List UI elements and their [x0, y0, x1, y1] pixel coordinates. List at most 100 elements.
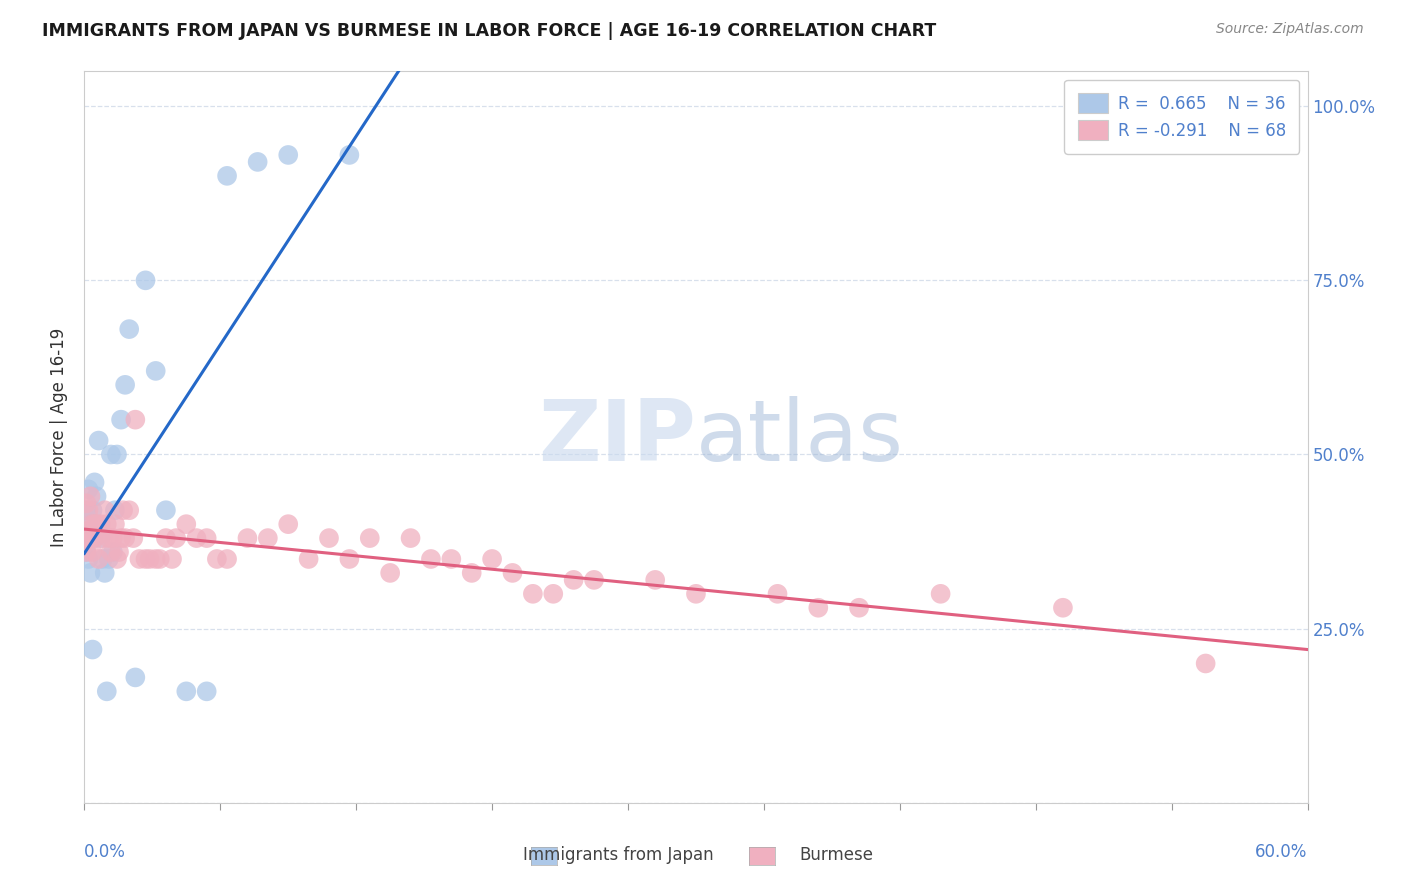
Point	[155, 531, 177, 545]
Point	[685, 587, 707, 601]
Point	[75, 545, 97, 559]
Point	[114, 377, 136, 392]
Point	[90, 531, 112, 545]
Point	[79, 531, 101, 545]
Point	[97, 552, 120, 566]
Point	[86, 517, 108, 532]
Point	[440, 552, 463, 566]
Point	[359, 531, 381, 545]
Point	[124, 412, 146, 426]
Text: Source: ZipAtlas.com: Source: ZipAtlas.com	[1216, 22, 1364, 37]
Point	[122, 531, 145, 545]
Point	[145, 552, 167, 566]
Point	[79, 489, 101, 503]
Point	[848, 600, 870, 615]
Point	[135, 273, 157, 287]
Point	[195, 684, 218, 698]
Y-axis label: In Labor Force | Age 16-19: In Labor Force | Age 16-19	[51, 327, 69, 547]
Point	[87, 552, 110, 566]
Text: 0.0%: 0.0%	[84, 843, 127, 861]
Point	[543, 587, 565, 601]
Point	[77, 503, 100, 517]
Point	[562, 573, 585, 587]
Point	[195, 531, 218, 545]
Point	[83, 531, 105, 545]
Point	[165, 531, 187, 545]
Point	[420, 552, 443, 566]
Point	[149, 552, 172, 566]
Point	[83, 475, 105, 490]
Point	[93, 503, 117, 517]
Point	[108, 545, 131, 559]
Text: Burmese: Burmese	[800, 846, 873, 863]
Point	[318, 531, 340, 545]
Legend: R =  0.665    N = 36, R = -0.291    N = 68: R = 0.665 N = 36, R = -0.291 N = 68	[1064, 79, 1299, 153]
Text: atlas: atlas	[696, 395, 904, 479]
Point	[75, 524, 97, 538]
Point	[236, 531, 259, 545]
Point	[83, 531, 105, 545]
Point	[481, 552, 503, 566]
Point	[277, 148, 299, 162]
Point	[277, 517, 299, 532]
Point	[145, 364, 167, 378]
Point	[104, 517, 127, 532]
Text: IMMIGRANTS FROM JAPAN VS BURMESE IN LABOR FORCE | AGE 16-19 CORRELATION CHART: IMMIGRANTS FROM JAPAN VS BURMESE IN LABO…	[42, 22, 936, 40]
Point	[176, 517, 198, 532]
Point	[101, 545, 124, 559]
Point	[118, 322, 141, 336]
Point	[246, 155, 269, 169]
Point	[118, 503, 141, 517]
Point	[110, 412, 132, 426]
Point	[82, 503, 104, 517]
Point	[128, 552, 150, 566]
Point	[339, 552, 361, 566]
Point	[77, 483, 100, 497]
Point	[86, 489, 108, 503]
Point	[205, 552, 228, 566]
Point	[97, 531, 120, 545]
Point	[75, 545, 97, 559]
Point	[96, 517, 118, 532]
Point	[105, 448, 128, 462]
Point	[176, 684, 198, 698]
Point	[124, 670, 146, 684]
Point	[186, 531, 208, 545]
Point	[77, 531, 100, 545]
Point	[77, 552, 100, 566]
Point	[461, 566, 484, 580]
Point	[82, 545, 104, 559]
Point	[82, 517, 104, 532]
Point	[100, 448, 122, 462]
Point	[105, 552, 128, 566]
Point	[79, 566, 101, 580]
Point	[522, 587, 544, 601]
Point	[114, 531, 136, 545]
Text: ZIP: ZIP	[538, 395, 696, 479]
Point	[1052, 600, 1074, 615]
Point	[75, 503, 97, 517]
Point	[502, 566, 524, 580]
Point	[75, 531, 97, 545]
Point	[90, 517, 112, 532]
Point	[79, 531, 101, 545]
Point	[135, 552, 157, 566]
Point	[1195, 657, 1218, 671]
Point	[929, 587, 952, 601]
Point	[807, 600, 830, 615]
Point	[101, 531, 124, 545]
Point	[583, 573, 606, 587]
Point	[257, 531, 280, 545]
Point	[104, 503, 127, 517]
Point	[155, 503, 177, 517]
Point	[380, 566, 402, 580]
Point	[87, 434, 110, 448]
Point	[298, 552, 321, 566]
Point	[82, 642, 104, 657]
Point	[766, 587, 789, 601]
Point	[112, 503, 135, 517]
Point	[217, 552, 239, 566]
Point	[100, 545, 122, 559]
Point	[160, 552, 183, 566]
Point	[93, 566, 117, 580]
